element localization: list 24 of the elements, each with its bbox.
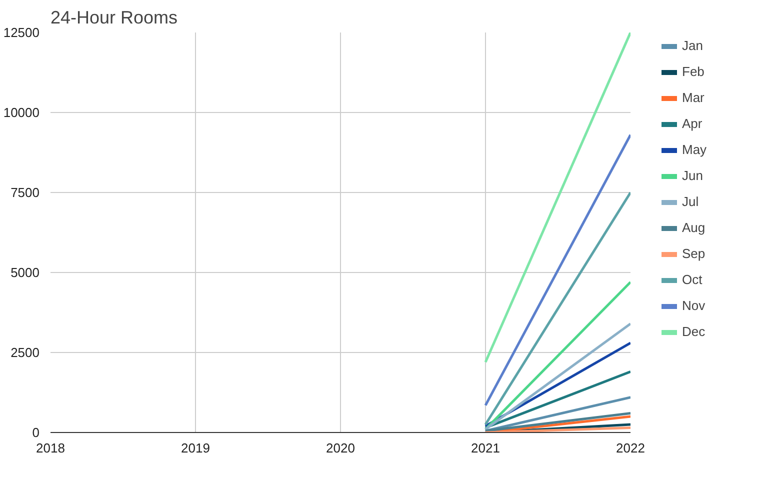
x-tick-label: 2020 <box>326 440 355 456</box>
legend-label: May <box>682 142 707 157</box>
legend-label: Dec <box>682 324 706 339</box>
legend-label: Feb <box>682 64 704 79</box>
x-tick-label: 2022 <box>616 440 645 456</box>
legend-label: Nov <box>682 298 706 313</box>
y-tick-label: 0 <box>32 425 40 440</box>
y-tick-label: 10000 <box>3 105 40 120</box>
y-tick-label: 5000 <box>10 265 40 280</box>
legend-label: Jul <box>682 194 700 209</box>
legend-label: Aug <box>682 220 706 235</box>
x-tick-label: 2021 <box>471 440 500 456</box>
y-tick-label: 2500 <box>10 345 40 360</box>
legend-label: Oct <box>682 272 702 287</box>
x-tick-label: 2019 <box>181 440 210 456</box>
chart-title: 24-Hour Rooms <box>50 8 178 28</box>
legend-label: Mar <box>682 90 704 105</box>
x-tick-label: 2018 <box>36 440 65 456</box>
y-tick-label: 12500 <box>3 25 40 40</box>
legend-label: Apr <box>682 116 702 131</box>
y-tick-label: 7500 <box>10 185 40 200</box>
legend-label: Jan <box>682 38 703 53</box>
legend-label: Sep <box>682 246 706 261</box>
legend-label: Jun <box>682 168 703 183</box>
